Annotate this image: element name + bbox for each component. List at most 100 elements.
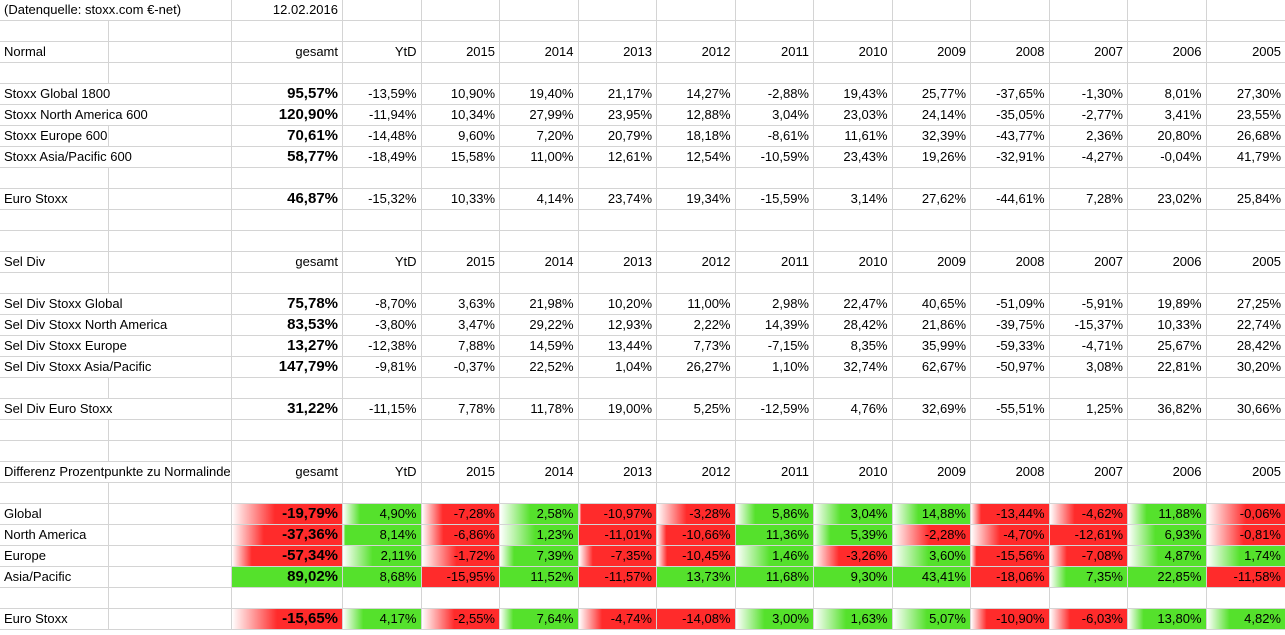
cell-value[interactable]: 4,90% [343, 504, 422, 524]
cell-value[interactable]: 3,04% [736, 105, 814, 125]
cell-value[interactable]: 3,60% [892, 546, 971, 566]
empty-cell[interactable] [1207, 588, 1285, 608]
column-header[interactable]: 2007 [1050, 462, 1128, 482]
cell-value[interactable]: -7,35% [578, 546, 657, 566]
empty-cell-cell[interactable] [0, 588, 232, 608]
cell-value[interactable]: -10,90% [971, 609, 1050, 629]
cell-value[interactable]: 89,02% [232, 567, 343, 587]
row-label-cell[interactable]: Stoxx Global 1800 [0, 84, 232, 104]
empty-cell[interactable] [971, 273, 1050, 293]
empty-cell-cell[interactable] [0, 378, 232, 398]
cell-value[interactable]: -4,71% [1050, 336, 1128, 356]
empty-cell[interactable] [893, 168, 971, 188]
cell-value[interactable]: -35,05% [971, 105, 1050, 125]
empty-cell[interactable] [1050, 231, 1128, 251]
column-header[interactable]: YtD [343, 42, 422, 62]
column-header[interactable]: 2014 [500, 462, 579, 482]
cell-value[interactable]: 31,22% [232, 399, 343, 419]
cell-value[interactable]: -9,81% [343, 357, 422, 377]
cell-value[interactable]: -55,51% [971, 399, 1050, 419]
empty-cell[interactable] [736, 378, 814, 398]
empty-cell[interactable] [1050, 378, 1128, 398]
cell-value[interactable]: -13,59% [343, 84, 422, 104]
cell-value[interactable]: 23,74% [579, 189, 657, 209]
cell-value[interactable]: 14,39% [736, 315, 814, 335]
cell-value[interactable]: 13,73% [657, 567, 736, 587]
empty-cell[interactable] [736, 210, 814, 230]
row-label-cell[interactable]: Euro Stoxx [0, 189, 232, 209]
empty-cell[interactable] [232, 273, 343, 293]
row-label-cell[interactable]: Sel Div Stoxx Europe [0, 336, 232, 356]
empty-cell-cell[interactable] [0, 441, 232, 461]
cell-value[interactable]: 75,78% [232, 294, 343, 314]
empty-cell[interactable] [657, 168, 736, 188]
cell-value[interactable]: 23,95% [579, 105, 657, 125]
empty-cell[interactable] [1207, 441, 1285, 461]
empty-cell[interactable] [422, 588, 500, 608]
empty-cell[interactable] [422, 420, 500, 440]
empty-cell[interactable] [500, 63, 579, 83]
column-header[interactable]: 2012 [657, 252, 736, 272]
cell-value[interactable]: -11,57% [578, 567, 657, 587]
empty-cell[interactable] [657, 63, 736, 83]
cell-value[interactable]: -4,27% [1050, 147, 1128, 167]
cell-value[interactable]: 12,54% [657, 147, 736, 167]
cell-value[interactable]: -7,15% [736, 336, 814, 356]
empty-cell[interactable] [1050, 210, 1128, 230]
section-title-cell[interactable]: Differenz Prozentpunkte zu Normalindex [0, 462, 232, 482]
cell-value[interactable]: 147,79% [232, 357, 343, 377]
cell-value[interactable]: 1,74% [1206, 546, 1285, 566]
empty-cell[interactable] [736, 588, 814, 608]
cell-value[interactable]: 20,79% [579, 126, 657, 146]
cell-value[interactable]: 29,22% [500, 315, 579, 335]
section-title-cell[interactable]: Sel Div [0, 252, 232, 272]
cell-value[interactable]: 18,18% [657, 126, 736, 146]
row-label-cell[interactable]: Stoxx Asia/Pacific 600 [0, 147, 232, 167]
cell-value[interactable]: -2,28% [892, 525, 971, 545]
cell-value[interactable]: 21,17% [579, 84, 657, 104]
cell-value[interactable]: 3,04% [814, 504, 893, 524]
cell-value[interactable]: -10,45% [657, 546, 736, 566]
cell-value[interactable]: 10,33% [1128, 315, 1207, 335]
cell-value[interactable]: 3,00% [735, 609, 814, 629]
cell-value[interactable]: -3,80% [343, 315, 422, 335]
column-header[interactable]: YtD [343, 462, 422, 482]
cell-value[interactable]: 14,59% [500, 336, 579, 356]
cell-value[interactable]: 21,86% [893, 315, 971, 335]
empty-cell[interactable] [814, 273, 893, 293]
empty-cell[interactable] [422, 168, 500, 188]
cell-value[interactable]: -18,49% [343, 147, 422, 167]
cell-value[interactable]: 20,80% [1128, 126, 1207, 146]
cell-value[interactable]: 4,17% [343, 609, 422, 629]
empty-cell[interactable] [1050, 63, 1128, 83]
column-header[interactable]: 2015 [422, 462, 500, 482]
empty-cell[interactable] [1128, 210, 1207, 230]
column-header[interactable]: 2006 [1128, 42, 1207, 62]
empty-cell[interactable] [1207, 0, 1285, 20]
cell-value[interactable]: 70,61% [232, 126, 343, 146]
empty-cell[interactable] [343, 378, 422, 398]
cell-value[interactable]: -19,79% [232, 504, 343, 524]
empty-cell[interactable] [1050, 441, 1128, 461]
empty-cell[interactable] [343, 168, 422, 188]
empty-cell-cell[interactable] [0, 483, 232, 503]
cell-value[interactable]: 24,14% [893, 105, 971, 125]
empty-cell[interactable] [232, 441, 343, 461]
column-header[interactable]: 2013 [579, 462, 657, 482]
cell-value[interactable]: -11,94% [343, 105, 422, 125]
cell-value[interactable]: 7,39% [500, 546, 579, 566]
empty-cell[interactable] [971, 21, 1050, 41]
cell-value[interactable]: -3,28% [657, 504, 736, 524]
empty-cell[interactable] [736, 0, 814, 20]
column-header[interactable]: 2011 [736, 252, 814, 272]
cell-value[interactable]: -15,59% [736, 189, 814, 209]
cell-value[interactable]: 26,27% [657, 357, 736, 377]
cell-value[interactable]: -8,70% [343, 294, 422, 314]
empty-cell[interactable] [343, 231, 422, 251]
cell-value[interactable]: 83,53% [232, 315, 343, 335]
column-header[interactable]: 2009 [893, 462, 971, 482]
cell-value[interactable]: 19,89% [1128, 294, 1207, 314]
cell-value[interactable]: 3,41% [1128, 105, 1207, 125]
empty-cell[interactable] [1128, 378, 1207, 398]
empty-cell[interactable] [657, 420, 736, 440]
